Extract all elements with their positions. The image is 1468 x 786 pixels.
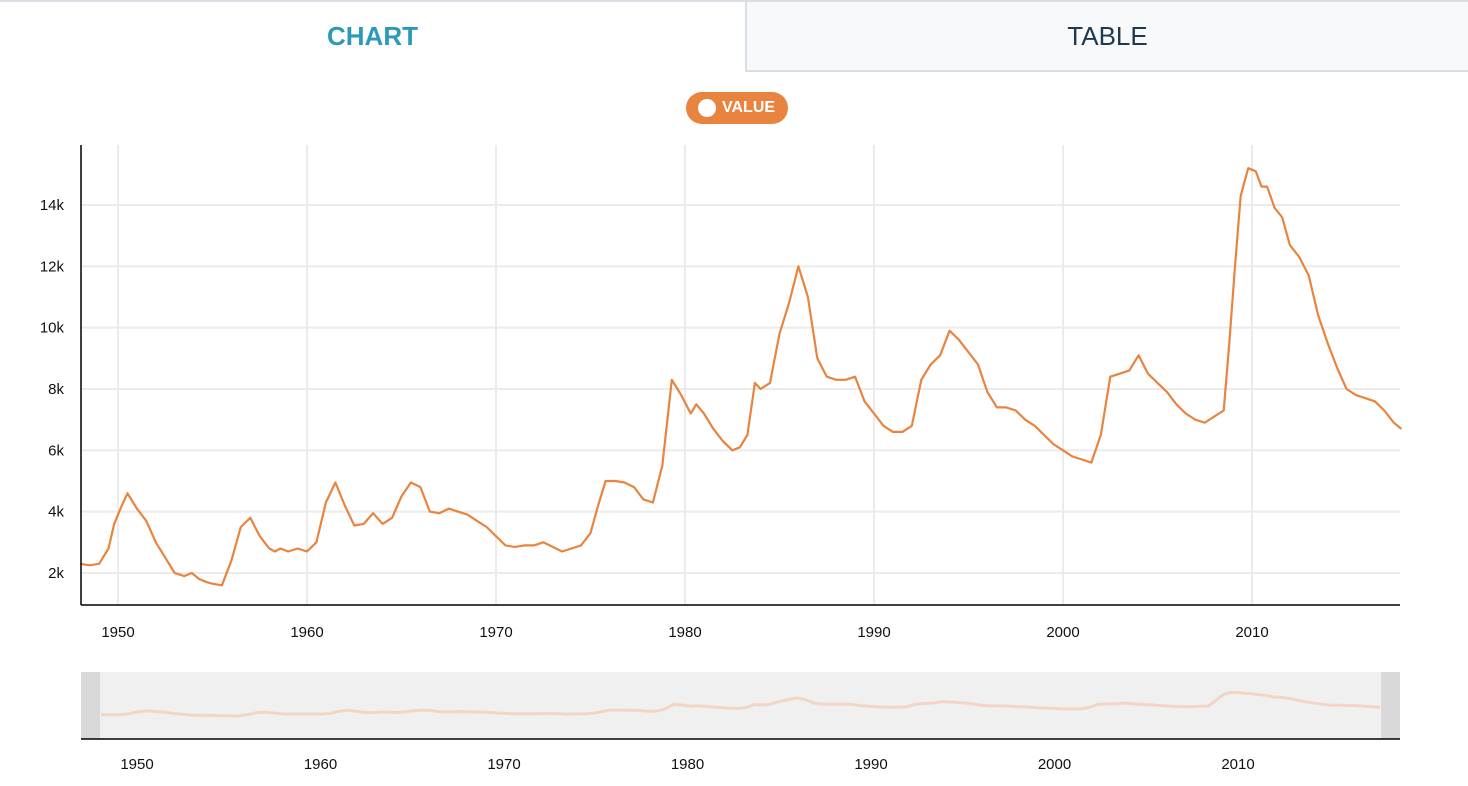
x-tick-label: 1990 [857,624,890,641]
y-tick-label: 10k [40,320,65,337]
navigator-tick-label: 1990 [854,756,887,773]
range-navigator[interactable]: 1950 1960 1970 1980 1990 2000 2010 [81,672,1400,773]
navigator-tick-label: 2010 [1221,756,1254,773]
y-tick-label: 12k [40,258,65,275]
navigator-left-handle[interactable] [81,672,100,739]
y-axis-ticks: 2k 4k 6k 8k 10k 12k 14k [40,197,65,582]
navigator-tick-label: 1950 [120,756,153,773]
tab-chart[interactable]: CHART [0,0,745,70]
axes [80,145,1400,606]
series-line-group [80,167,1403,587]
tab-table[interactable]: TABLE [745,0,1468,72]
view-tabs: CHART TABLE [0,0,1468,72]
y-tick-label: 2k [48,565,64,582]
x-tick-label: 1950 [101,624,134,641]
navigator-tick-label: 1970 [487,756,520,773]
navigator-series-line [100,690,1381,718]
x-tick-label: 1970 [479,624,512,641]
x-tick-label: 1960 [290,624,323,641]
legend-dot-icon [698,99,716,117]
navigator-tick-label: 1980 [671,756,704,773]
series-line-value [80,167,1403,587]
x-tick-label: 1980 [668,624,701,641]
y-tick-label: 4k [48,504,64,521]
navigator-right-handle[interactable] [1381,672,1400,739]
legend-toggle-value[interactable]: VALUE [686,92,788,124]
navigator-tick-label: 1960 [304,756,337,773]
y-tick-label: 6k [48,442,64,459]
x-axis-ticks: 1950 1960 1970 1980 1990 2000 2010 [101,624,1268,641]
grid-lines [81,145,1400,605]
legend-label: VALUE [722,99,776,116]
y-tick-label: 14k [40,197,65,214]
navigator-tick-label: 2000 [1038,756,1071,773]
x-tick-label: 2010 [1235,624,1268,641]
x-tick-label: 2000 [1046,624,1079,641]
y-tick-label: 8k [48,381,64,398]
